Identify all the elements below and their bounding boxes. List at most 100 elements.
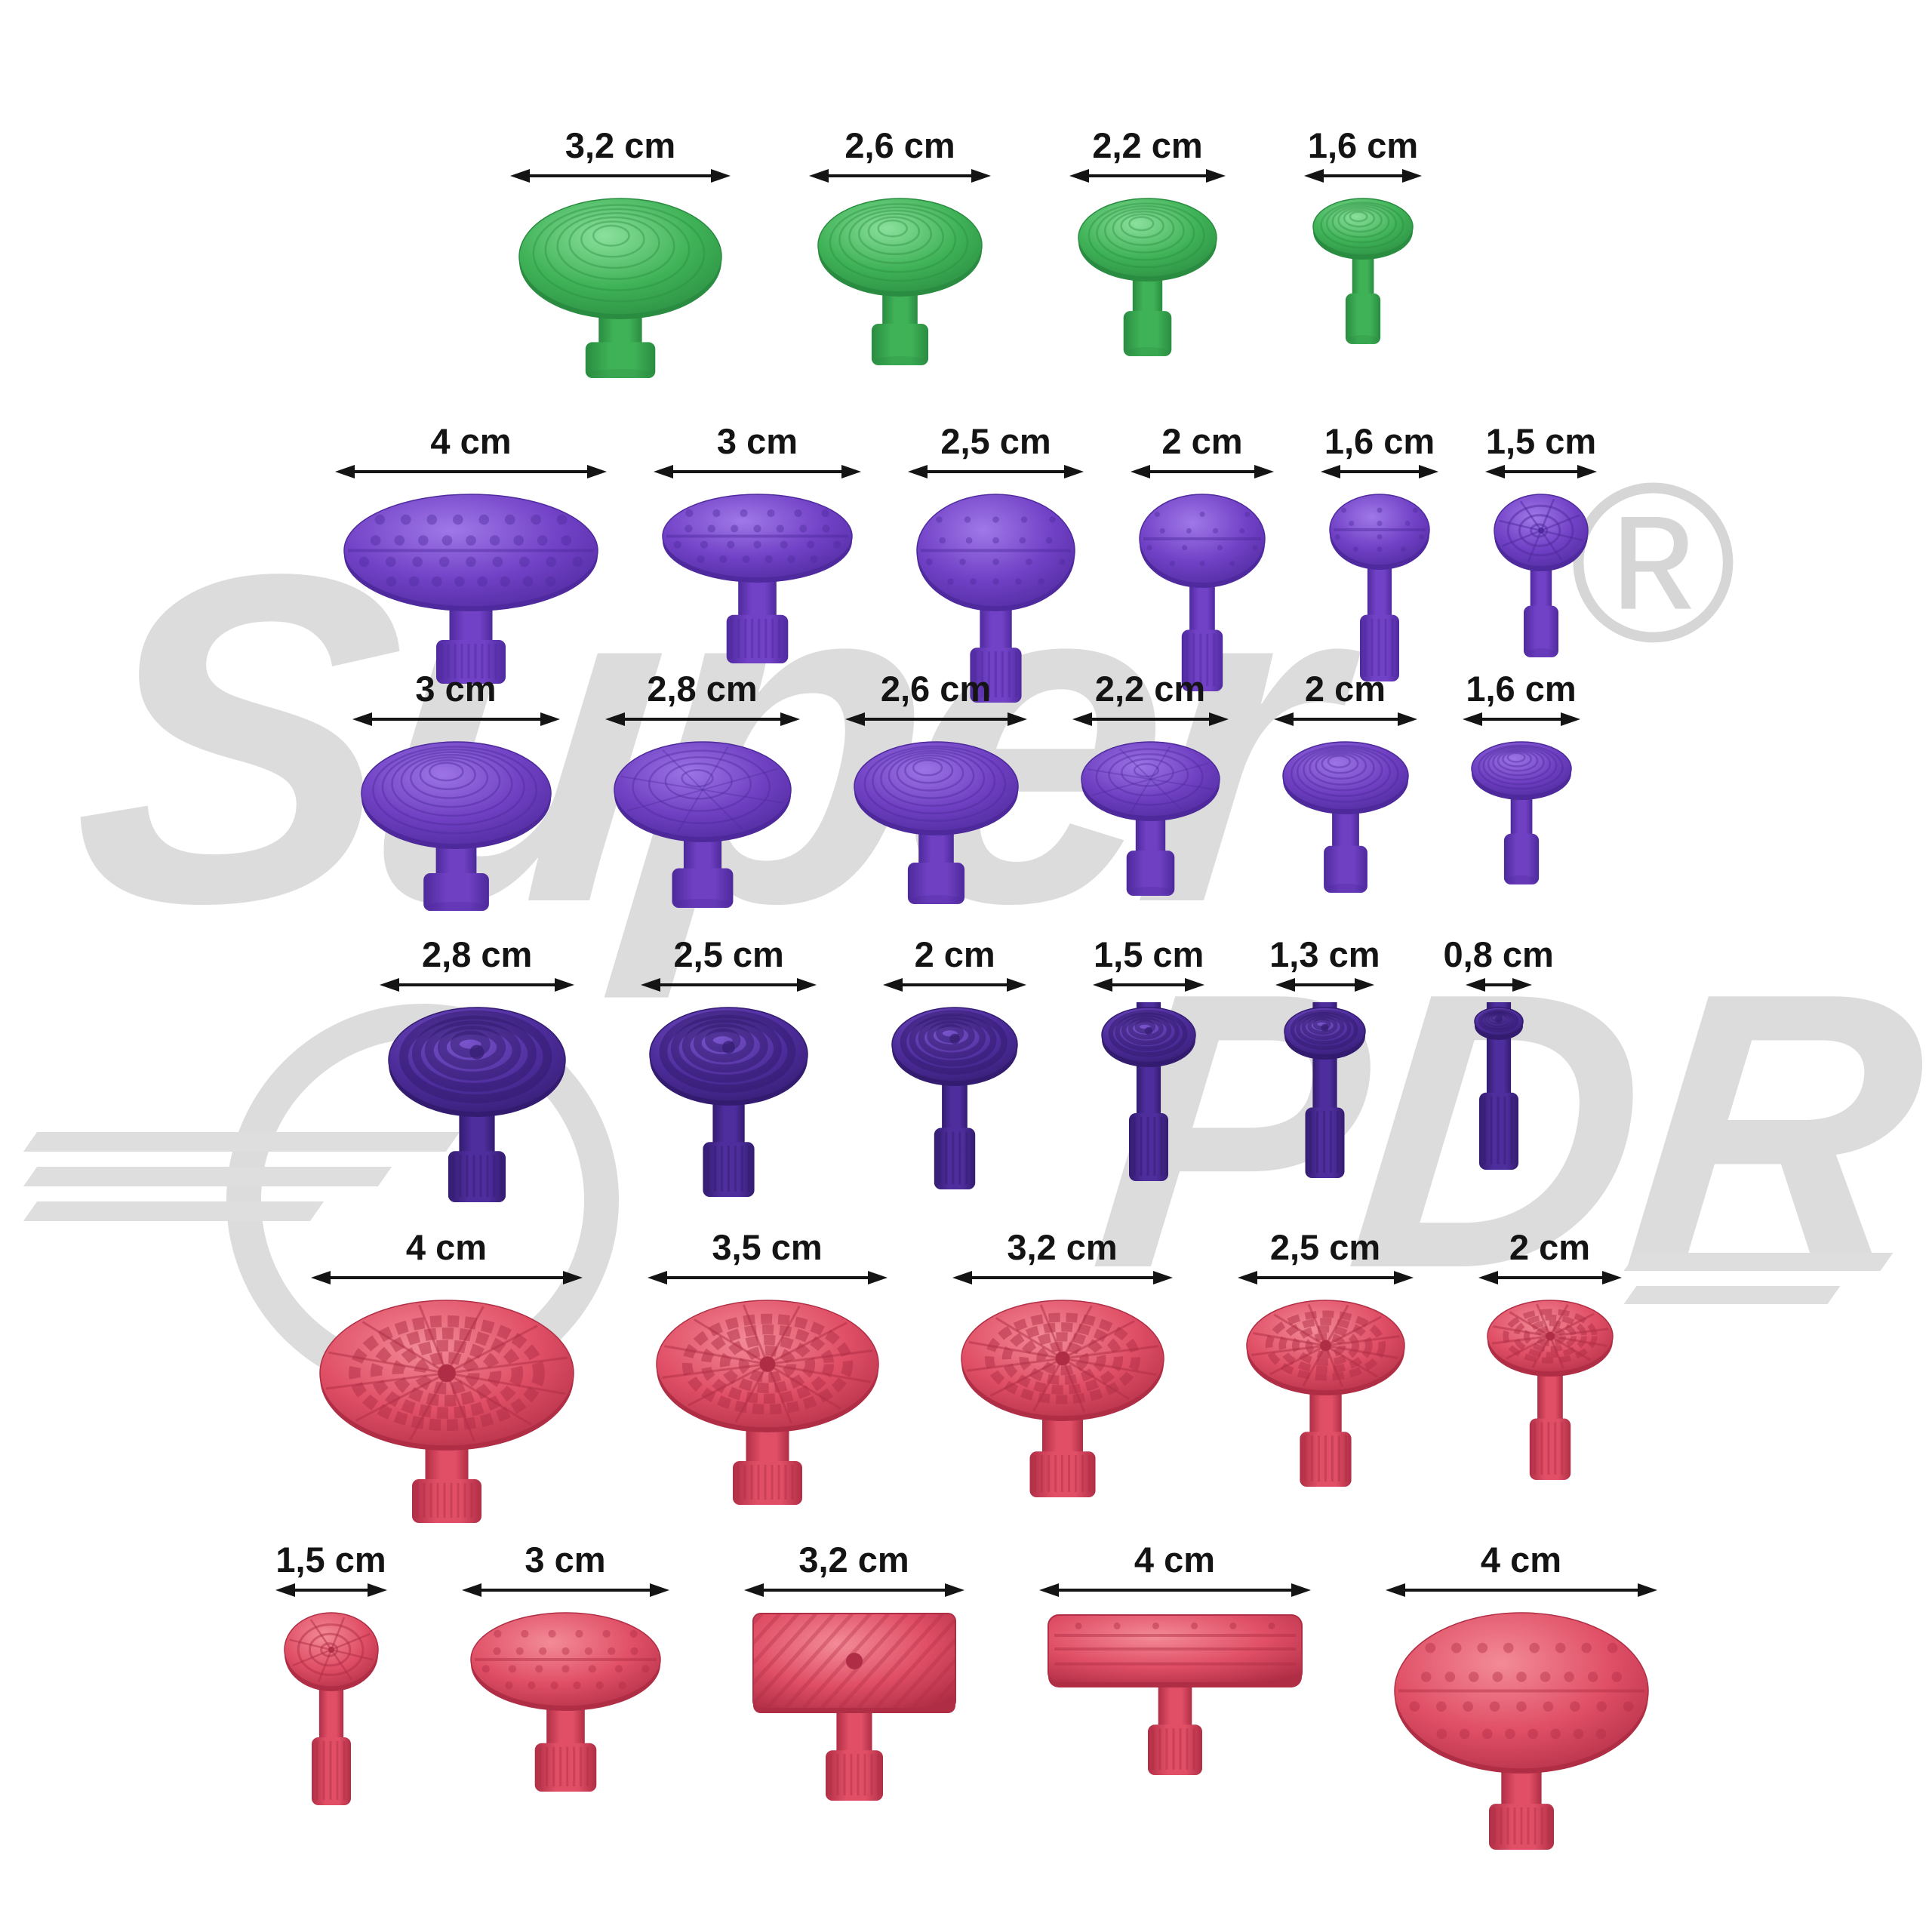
size-label: 0,8 cm [1443, 934, 1554, 974]
dent-tab: 2 cm [1272, 670, 1419, 897]
size-label: 3,2 cm [1007, 1227, 1118, 1267]
tab-photo [1470, 741, 1572, 885]
size-label: 4 cm [430, 421, 512, 461]
tab-photo [853, 741, 1019, 905]
dimension-arrow-icon [1093, 978, 1205, 992]
tab-photo [1078, 198, 1217, 357]
dent-tab: 2,6 cm [844, 670, 1029, 908]
dimension-arrow-icon [1069, 169, 1226, 183]
tab-photo [283, 1612, 379, 1806]
dent-tab: 3,2 cm [951, 1229, 1174, 1501]
tab-row-red-web-discs: 4 cm 3,5 cm 3,2 cm 2,5 cm 2 cm [0, 1229, 1932, 1527]
dent-tab: 3,2 cm [509, 127, 732, 382]
dent-tab: 1,6 cm [1319, 423, 1440, 685]
tab-photo [1486, 1300, 1614, 1481]
dimension-arrow-icon [1485, 465, 1597, 479]
tab-photo [360, 741, 552, 912]
tab-row-red-mixed-shapes: 1,5 cm 3 cm 3,2 cm 4 cm 4 cm [0, 1541, 1932, 1854]
tab-row-dark-purple-rings: 2,8 cm 2,5 cm 2 cm 1,5 cm 1,3 cm 0,8 cm [0, 936, 1932, 1206]
dent-tab: 2 cm [1129, 423, 1275, 695]
size-label: 3,2 cm [798, 1540, 909, 1580]
dent-tab: 2,8 cm [378, 936, 576, 1206]
dimension-arrow-icon [1131, 465, 1274, 479]
tab-photo [613, 741, 792, 909]
size-label: 3,2 cm [565, 125, 676, 165]
size-label: 2 cm [1509, 1227, 1591, 1267]
size-label: 2 cm [1304, 669, 1386, 709]
size-label: 2 cm [914, 934, 995, 974]
tab-photo [1312, 198, 1414, 345]
size-label: 1,6 cm [1466, 669, 1577, 709]
dimension-arrow-icon [647, 1271, 888, 1285]
size-label: 4 cm [405, 1227, 488, 1267]
tab-row-purple-bumped: 4 cm 3 cm 2,5 cm 2 cm 1,6 cm 1,5 cm [0, 423, 1932, 706]
dimension-arrow-icon [275, 1583, 387, 1598]
tab-photo [1139, 494, 1266, 692]
dimension-arrow-icon [809, 169, 991, 183]
dimension-arrow-icon [844, 712, 1027, 727]
size-label: 2,5 cm [1269, 1227, 1381, 1267]
dent-tab: 1,6 cm [1461, 670, 1582, 888]
size-label: 2,6 cm [880, 669, 992, 709]
dimension-arrow-icon [510, 169, 731, 183]
dimension-arrow-icon [1275, 978, 1374, 992]
dent-tab: 1,5 cm [1091, 936, 1206, 1185]
size-label: 3 cm [716, 421, 798, 461]
dent-tab: 3,5 cm [646, 1229, 889, 1509]
size-label: 2,2 cm [1094, 669, 1206, 709]
size-label: 2,2 cm [1092, 125, 1203, 165]
size-label: 1,3 cm [1269, 934, 1380, 974]
dent-tab: 3 cm [652, 423, 863, 667]
dent-tab: 1,5 cm [1484, 423, 1598, 661]
dimension-arrow-icon [1462, 712, 1580, 727]
tab-row-purple-domes: 3 cm 2,8 cm 2,6 cm 2,2 cm 2 cm 1,6 cm [0, 670, 1932, 915]
size-label: 3 cm [415, 669, 497, 709]
size-label: 1,6 cm [1307, 125, 1419, 165]
size-label: 1,5 cm [275, 1540, 386, 1580]
dent-tab: 2,8 cm [604, 670, 801, 912]
dimension-arrow-icon [1385, 1583, 1657, 1598]
tab-photo [1494, 494, 1589, 658]
size-label: 2,5 cm [673, 934, 784, 974]
dent-tab: 1,3 cm [1269, 936, 1380, 1182]
tab-photo [1281, 741, 1409, 894]
dimension-arrow-icon [743, 1583, 964, 1598]
size-label: 2,5 cm [940, 421, 1051, 461]
tab-row-green-round: 3,2 cm 2,6 cm 2,2 cm 1,6 cm [0, 127, 1932, 382]
dimension-arrow-icon [335, 465, 607, 479]
dent-tab: 4 cm [309, 1229, 584, 1527]
dent-tab: 4 cm [1038, 1541, 1312, 1779]
tab-photo [752, 1613, 956, 1801]
tab-photo [662, 494, 853, 664]
dent-tab: 2,5 cm [906, 423, 1085, 706]
size-label: 3,5 cm [712, 1227, 823, 1267]
tab-photo [1393, 1612, 1649, 1850]
dimension-arrow-icon [1465, 978, 1532, 992]
tab-photo [1473, 1002, 1524, 1171]
dent-tab: 0,8 cm [1444, 936, 1554, 1174]
dimension-arrow-icon [352, 712, 560, 727]
dimension-arrow-icon [1304, 169, 1422, 183]
dimension-arrow-icon [1273, 712, 1417, 727]
size-label: 2 cm [1161, 421, 1243, 461]
size-label: 4 cm [1480, 1540, 1562, 1580]
dent-tab: 2 cm [1477, 1229, 1623, 1484]
dimension-arrow-icon [1237, 1271, 1414, 1285]
tab-photo [916, 494, 1075, 703]
tab-photo [960, 1300, 1164, 1498]
tab-photo [649, 1007, 808, 1198]
tab-photo [388, 1007, 566, 1203]
size-label: 4 cm [1134, 1540, 1216, 1580]
dimension-arrow-icon [654, 465, 861, 479]
tab-photo [1245, 1300, 1405, 1487]
dent-tab: 4 cm [1384, 1541, 1659, 1854]
dent-tab: 4 cm [334, 423, 608, 688]
dent-tab: 2,5 cm [1236, 1229, 1415, 1491]
dimension-arrow-icon [380, 978, 575, 992]
size-label: 1,6 cm [1324, 421, 1435, 461]
tab-photo [518, 198, 722, 379]
dimension-arrow-icon [461, 1583, 669, 1598]
dimension-arrow-icon [952, 1271, 1173, 1285]
tab-photo [1329, 494, 1430, 682]
